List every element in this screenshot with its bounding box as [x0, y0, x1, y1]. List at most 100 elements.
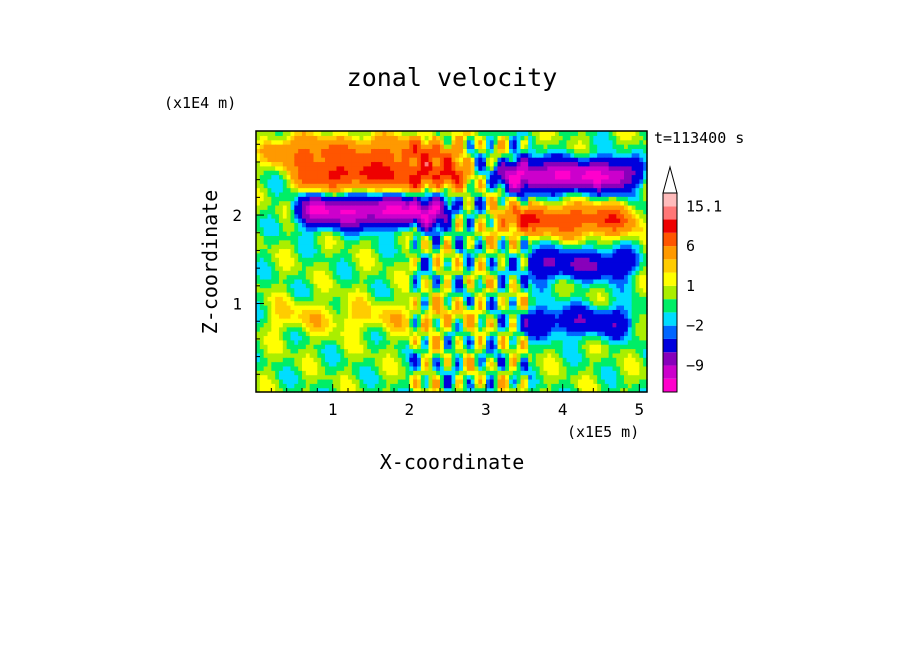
- heat-cell: [486, 296, 491, 302]
- heat-cell: [432, 378, 437, 384]
- heat-cell: [436, 170, 441, 176]
- heat-cell: [348, 144, 353, 149]
- heat-cell: [309, 374, 315, 380]
- heat-cell: [512, 257, 518, 263]
- heat-cell: [424, 352, 430, 358]
- heat-cell: [558, 331, 564, 337]
- heat-cell: [256, 348, 261, 354]
- heat-cell: [298, 270, 303, 276]
- heat-cell: [417, 331, 422, 337]
- heat-cell: [409, 296, 414, 302]
- heat-cell: [256, 361, 261, 367]
- heat-cell: [394, 335, 399, 341]
- heat-cell: [562, 365, 568, 371]
- heat-cell: [451, 318, 456, 323]
- heat-cell: [466, 161, 472, 167]
- heat-cell: [555, 131, 560, 136]
- heat-cell: [440, 213, 445, 219]
- heat-cell: [371, 248, 376, 254]
- heat-cell: [313, 270, 318, 276]
- heat-cell: [470, 370, 476, 376]
- heat-cell: [436, 357, 441, 363]
- heat-cell: [562, 165, 568, 171]
- heat-cell: [528, 218, 533, 223]
- heat-cell: [543, 322, 548, 328]
- heat-cell: [558, 161, 564, 167]
- heat-cell: [443, 170, 449, 176]
- heat-cell: [505, 378, 510, 384]
- heat-cell: [279, 161, 284, 167]
- heat-cell: [478, 283, 483, 289]
- heat-cell: [474, 248, 479, 254]
- heat-cell: [520, 270, 525, 276]
- heat-cell: [420, 244, 426, 250]
- heat-cell: [436, 287, 441, 293]
- heat-cell: [378, 357, 384, 363]
- heat-cell: [482, 378, 487, 384]
- heat-cell: [424, 365, 430, 371]
- heat-cell: [470, 161, 476, 167]
- heat-cell: [282, 326, 288, 332]
- heat-cell: [497, 383, 502, 389]
- heat-cell: [256, 313, 261, 319]
- heat-cell: [489, 257, 495, 263]
- heat-cell: [501, 361, 506, 367]
- heat-cell: [535, 270, 541, 276]
- heat-cell: [428, 235, 433, 241]
- heat-cell: [474, 305, 479, 310]
- heat-cell: [509, 244, 514, 250]
- heat-cell: [340, 339, 345, 345]
- heat-cell: [558, 261, 564, 267]
- heat-cell: [405, 261, 410, 267]
- heat-cell: [351, 222, 357, 228]
- heat-cell: [313, 204, 318, 210]
- heat-cell: [267, 139, 272, 145]
- heat-cell: [420, 144, 426, 149]
- heat-cell: [409, 226, 414, 232]
- heat-cell: [535, 257, 541, 263]
- heat-cell: [420, 152, 426, 158]
- heat-cell: [543, 248, 548, 254]
- heat-cell: [478, 209, 483, 215]
- heat-cell: [420, 335, 426, 341]
- heat-cell: [328, 300, 334, 306]
- heat-cell: [443, 326, 449, 332]
- heat-cell: [378, 322, 384, 328]
- heat-cell: [332, 361, 338, 367]
- heat-cell: [535, 218, 541, 223]
- heat-cell: [451, 161, 456, 167]
- heat-cell: [532, 257, 537, 263]
- heat-cell: [501, 161, 506, 167]
- heat-cell: [282, 370, 288, 376]
- heat-cell: [520, 244, 525, 250]
- heat-cell: [305, 274, 311, 280]
- heat-cell: [478, 226, 483, 232]
- heat-cell: [309, 144, 315, 149]
- heat-cell: [321, 352, 326, 358]
- heat-cell: [493, 161, 499, 167]
- heat-cell: [520, 187, 525, 193]
- heat-cell: [378, 361, 384, 367]
- heat-cell: [566, 170, 571, 176]
- heat-cell: [512, 226, 518, 232]
- heat-cell: [440, 152, 445, 158]
- heat-cell: [562, 139, 568, 145]
- heat-cell: [451, 213, 456, 219]
- heat-cell: [309, 152, 315, 158]
- heat-cell: [271, 226, 276, 232]
- heat-cell: [294, 283, 299, 289]
- heat-cell: [551, 261, 556, 267]
- heat-cell: [336, 148, 341, 154]
- heat-cell: [371, 239, 376, 245]
- heat-cell: [558, 270, 564, 276]
- heat-cell: [547, 148, 552, 154]
- heat-cell: [298, 235, 303, 241]
- heat-cell: [505, 326, 510, 332]
- heat-cell: [497, 226, 502, 232]
- heat-cell: [256, 291, 261, 297]
- heat-cell: [405, 144, 410, 149]
- heat-cell: [432, 196, 437, 202]
- heat-cell: [436, 365, 441, 371]
- heat-cell: [371, 200, 376, 206]
- heat-cell: [321, 204, 326, 210]
